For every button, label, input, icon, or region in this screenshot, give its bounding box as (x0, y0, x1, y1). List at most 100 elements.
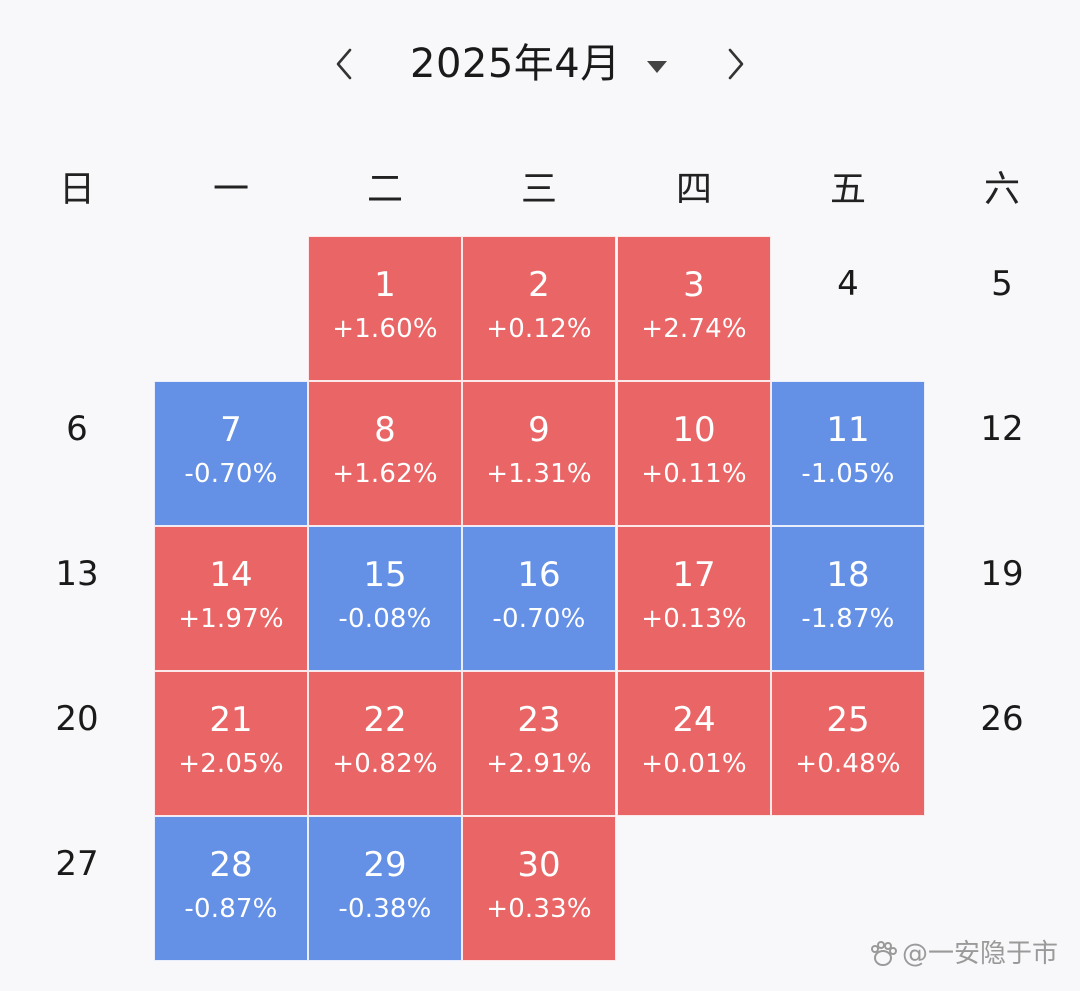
day-number: 28 (209, 845, 253, 885)
day-change-percent: -0.38% (338, 894, 432, 924)
calendar-day-7[interactable]: 7 -0.70% (154, 381, 308, 526)
calendar-day-22[interactable]: 22 +0.82% (308, 671, 462, 816)
day-change-percent: +1.60% (332, 314, 438, 344)
weekday-sun: 日 (58, 169, 95, 210)
weekday-tue: 二 (366, 169, 403, 210)
day-number: 16 (517, 555, 561, 595)
calendar-day-2[interactable]: 2 +0.12% (462, 236, 616, 381)
watermark-text: @一安隐于市 (901, 939, 1058, 969)
calendar-day-16[interactable]: 16 -0.70% (462, 526, 616, 671)
day-number: 12 (980, 409, 1024, 449)
weekday-mon: 一 (212, 169, 249, 210)
day-number: 15 (363, 555, 407, 595)
day-change-percent: +2.91% (486, 749, 592, 779)
day-change-percent: +2.05% (178, 749, 284, 779)
day-change-percent: -1.87% (801, 604, 895, 634)
day-change-percent: -0.87% (184, 894, 278, 924)
calendar-day-17[interactable]: 17 +0.13% (617, 526, 771, 671)
day-change-percent: -0.08% (338, 604, 432, 634)
calendar-day-30[interactable]: 30 +0.33% (462, 816, 616, 961)
day-change-percent: -1.05% (801, 459, 895, 489)
day-number: 23 (517, 700, 561, 740)
prev-month-button[interactable] (322, 42, 366, 86)
day-number: 27 (55, 844, 99, 884)
day-number: 19 (980, 554, 1024, 594)
calendar-day-8[interactable]: 8 +1.62% (308, 381, 462, 526)
weekday-thu: 四 (675, 169, 712, 210)
day-number: 7 (220, 410, 242, 450)
calendar-day-29[interactable]: 29 -0.38% (308, 816, 462, 961)
calendar-day-1[interactable]: 1 +1.60% (308, 236, 462, 381)
day-change-percent: +1.97% (178, 604, 284, 634)
day-number: 11 (826, 410, 870, 450)
weekday-fri: 五 (829, 169, 866, 210)
calendar-day-6[interactable]: 6 (0, 381, 154, 526)
calendar-day-27[interactable]: 27 (0, 816, 154, 961)
day-change-percent: +1.31% (486, 459, 592, 489)
weekday-header-row: 日 一 二 三 四 五 六 (0, 160, 1080, 220)
day-number: 18 (826, 555, 870, 595)
calendar-day-26[interactable]: 26 (925, 671, 1079, 816)
calendar-day-13[interactable]: 13 (0, 526, 154, 671)
weekday-wed: 三 (520, 169, 557, 210)
paw-logo-icon (870, 941, 897, 966)
day-number: 4 (837, 264, 859, 304)
day-number: 13 (55, 554, 99, 594)
calendar-day-15[interactable]: 15 -0.08% (308, 526, 462, 671)
day-change-percent: +0.11% (641, 459, 747, 489)
calendar-day-10[interactable]: 10 +0.11% (617, 381, 771, 526)
calendar-day-5[interactable]: 5 (925, 236, 1079, 381)
day-number: 25 (826, 700, 870, 740)
calendar-grid: 1 +1.60% 2 +0.12% 3 +2.74% 4 5 6 7 -0.70% 8 +1.62% 9 +… (0, 236, 1080, 961)
day-number: 1 (374, 265, 396, 305)
day-number: 29 (363, 845, 407, 885)
chevron-left-icon (336, 48, 352, 80)
calendar-day-18[interactable]: 18 -1.87% (771, 526, 925, 671)
day-number: 24 (672, 700, 716, 740)
calendar-day-28[interactable]: 28 -0.87% (154, 816, 308, 961)
calendar-day-3[interactable]: 3 +2.74% (617, 236, 771, 381)
day-number: 2 (528, 265, 550, 305)
calendar-day-23[interactable]: 23 +2.91% (462, 671, 616, 816)
day-number: 5 (991, 264, 1013, 304)
calendar-header: 2025年4月 (0, 0, 1080, 130)
calendar-day-24[interactable]: 24 +0.01% (617, 671, 771, 816)
day-change-percent: -0.70% (184, 459, 278, 489)
caret-down-icon (647, 61, 667, 73)
day-number: 20 (55, 699, 99, 739)
watermark: @一安隐于市 (868, 937, 1058, 971)
calendar-day-9[interactable]: 9 +1.31% (462, 381, 616, 526)
day-change-percent: +0.12% (486, 314, 592, 344)
calendar-day-21[interactable]: 21 +2.05% (154, 671, 308, 816)
chevron-right-icon (728, 48, 744, 80)
calendar-day-11[interactable]: 11 -1.05% (771, 381, 925, 526)
day-change-percent: +2.74% (641, 314, 747, 344)
day-number: 10 (672, 410, 716, 450)
day-change-percent: +0.01% (641, 749, 747, 779)
calendar-day-19[interactable]: 19 (925, 526, 1079, 671)
day-number: 6 (66, 409, 88, 449)
weekday-sat: 六 (983, 169, 1020, 210)
calendar-day-4[interactable]: 4 (771, 236, 925, 381)
day-number: 26 (980, 699, 1024, 739)
day-change-percent: +1.62% (332, 459, 438, 489)
month-dropdown-button[interactable] (640, 52, 674, 82)
day-number: 9 (528, 410, 550, 450)
calendar-day-12[interactable]: 12 (925, 381, 1079, 526)
day-number: 14 (209, 555, 253, 595)
calendar-day-20[interactable]: 20 (0, 671, 154, 816)
day-number: 30 (517, 845, 561, 885)
next-month-button[interactable] (714, 42, 758, 86)
calendar-day-25[interactable]: 25 +0.48% (771, 671, 925, 816)
day-change-percent: +0.33% (486, 894, 592, 924)
month-title[interactable]: 2025年4月 (410, 41, 621, 87)
day-number: 8 (374, 410, 396, 450)
calendar-day-14[interactable]: 14 +1.97% (154, 526, 308, 671)
day-number: 17 (672, 555, 716, 595)
day-change-percent: +0.48% (795, 749, 901, 779)
day-change-percent: +0.82% (332, 749, 438, 779)
day-change-percent: +0.13% (641, 604, 747, 634)
day-change-percent: -0.70% (492, 604, 586, 634)
day-number: 21 (209, 700, 253, 740)
day-number: 3 (683, 265, 705, 305)
